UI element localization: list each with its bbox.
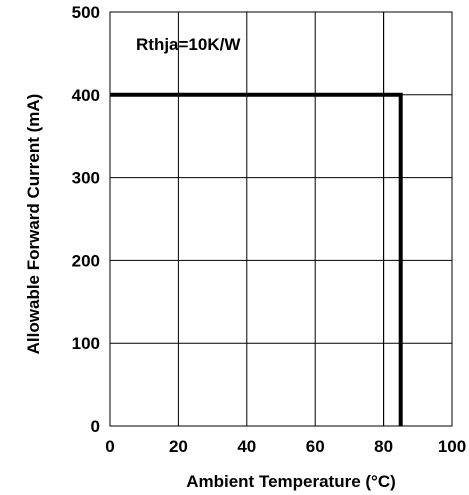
tick-labels: 0 20 40 60 80 100 0 100 200 300 400 500 — [72, 3, 467, 456]
y-tick-label-300: 300 — [72, 169, 100, 188]
derating-curve-0 — [110, 92, 403, 426]
y-tick-label-400: 400 — [72, 86, 100, 105]
y-tick-label-500: 500 — [72, 3, 100, 22]
thermal-resistance-annotation: Rthja=10K/W — [136, 35, 241, 54]
x-tick-label-60: 60 — [306, 437, 325, 456]
plot-area-frame — [109, 11, 453, 427]
series-layer — [110, 92, 403, 426]
x-tick-label-80: 80 — [374, 437, 393, 456]
x-tick-label-0: 0 — [105, 437, 114, 456]
x-axis-title: Ambient Temperature (°C) — [186, 472, 396, 491]
y-axis-title: Allowable Forward Current (mA) — [24, 94, 43, 355]
y-tick-label-100: 100 — [72, 334, 100, 353]
y-tick-label-200: 200 — [72, 251, 100, 270]
y-tick-label-0: 0 — [91, 417, 100, 436]
x-tick-label-40: 40 — [237, 437, 256, 456]
x-tick-label-100: 100 — [438, 437, 466, 456]
x-tick-label-20: 20 — [169, 437, 188, 456]
